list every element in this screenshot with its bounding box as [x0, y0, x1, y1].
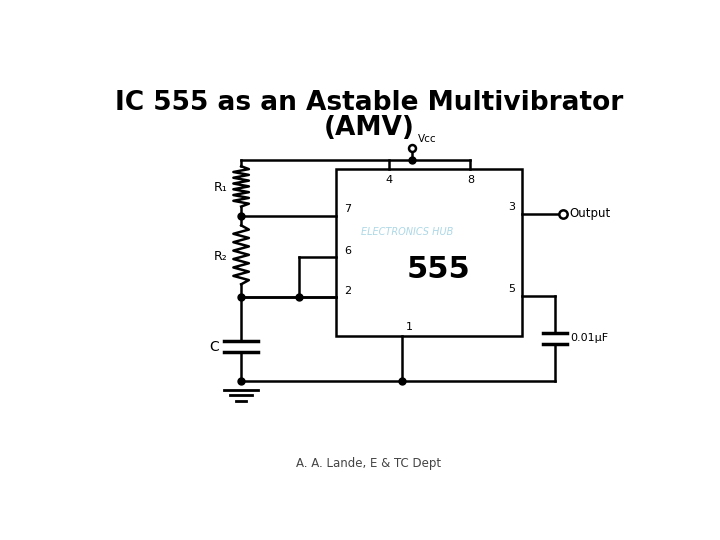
Text: 555: 555 [407, 254, 471, 284]
Text: R₂: R₂ [213, 250, 228, 263]
Text: 1: 1 [405, 322, 413, 332]
Text: 0.01μF: 0.01μF [570, 333, 608, 343]
Text: Output: Output [569, 207, 611, 220]
Text: ELECTRONICS HUB: ELECTRONICS HUB [361, 227, 454, 237]
Text: R₁: R₁ [213, 181, 228, 194]
Text: IC 555 as an Astable Multivibrator: IC 555 as an Astable Multivibrator [115, 90, 623, 116]
Text: C: C [210, 340, 220, 354]
Bar [336, 168, 523, 336]
Text: 6: 6 [344, 246, 351, 256]
Text: 3: 3 [508, 202, 515, 212]
Text: 4: 4 [385, 175, 392, 185]
Text: 7: 7 [344, 204, 351, 214]
Text: Vᴄᴄ: Vᴄᴄ [418, 134, 436, 144]
Text: A. A. Lande, E & TC Dept: A. A. Lande, E & TC Dept [297, 457, 441, 470]
Text: 2: 2 [344, 286, 351, 296]
Text: (AMV): (AMV) [323, 115, 415, 141]
Text: 5: 5 [508, 284, 515, 294]
Text: 8: 8 [467, 175, 474, 185]
